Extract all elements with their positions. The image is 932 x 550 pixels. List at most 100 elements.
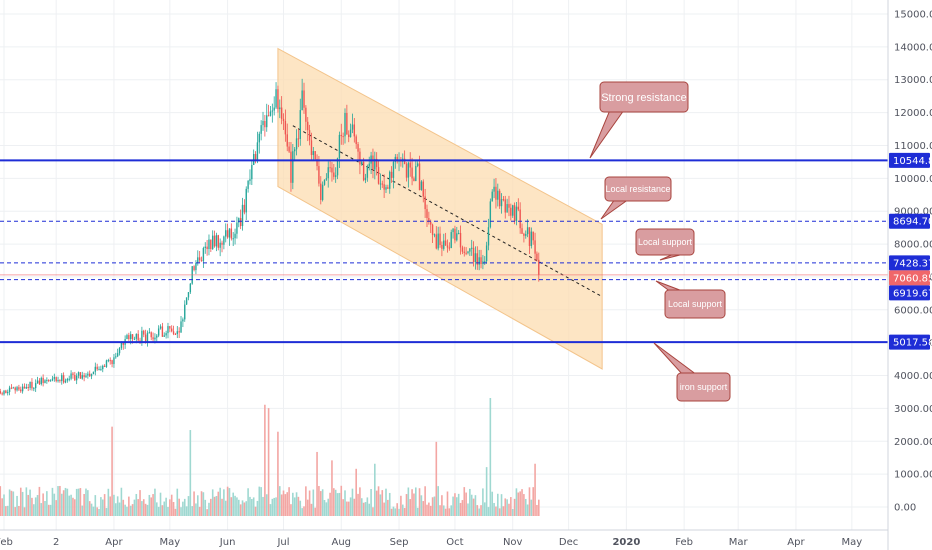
- volume-bar: [433, 496, 436, 516]
- callout-pointer: [589, 109, 625, 159]
- volume-bar: [19, 487, 22, 516]
- x-axis-background: [0, 530, 888, 550]
- volume-bar: [223, 489, 225, 516]
- volume-bar: [400, 495, 402, 516]
- candle-body: [457, 232, 460, 234]
- candle-body: [212, 235, 214, 250]
- volume-bar: [444, 508, 447, 516]
- candle-body: [292, 151, 294, 183]
- candle-body: [456, 233, 458, 241]
- candle-body: [318, 166, 320, 184]
- candle-body: [452, 228, 454, 233]
- volume-bar: [0, 486, 2, 516]
- candle-body: [66, 378, 69, 381]
- candle-body: [70, 373, 72, 379]
- candle-body: [44, 380, 46, 383]
- candle-body: [474, 253, 477, 263]
- candle-body: [139, 340, 141, 342]
- volume-bar: [429, 505, 432, 516]
- volume-bar: [377, 486, 380, 516]
- candle-body: [297, 138, 300, 140]
- volume-bar: [331, 460, 333, 516]
- candle-body: [407, 162, 410, 178]
- price-tag: 7060.85: [889, 270, 932, 286]
- volume-bar: [415, 487, 417, 516]
- candle-body: [62, 375, 65, 383]
- volume-bar: [195, 503, 197, 516]
- candle-body: [424, 196, 426, 210]
- candle-body: [241, 204, 244, 227]
- candle-body: [10, 387, 13, 389]
- candle-body: [469, 248, 471, 252]
- candle-body: [301, 90, 303, 111]
- callout-label: iron support: [680, 382, 728, 392]
- candle-body: [202, 248, 205, 262]
- volume-bar: [323, 500, 326, 516]
- volume-bar: [18, 505, 20, 516]
- candle-body: [372, 155, 374, 170]
- candle-body: [254, 154, 257, 162]
- volume-bar: [528, 487, 531, 516]
- volume-bar: [450, 505, 453, 516]
- candle-body: [280, 107, 283, 119]
- x-tick-label: May: [842, 537, 863, 548]
- volume-bar: [316, 451, 318, 516]
- candle-body: [135, 333, 138, 339]
- candle-body: [327, 167, 329, 179]
- candle-body: [517, 206, 519, 210]
- candle-body: [508, 204, 510, 208]
- volume-bar: [180, 507, 182, 516]
- candle-body: [68, 378, 70, 380]
- volume-bar: [495, 506, 497, 516]
- volume-bar: [493, 502, 495, 516]
- volume-bar: [228, 488, 231, 516]
- candle-body: [405, 163, 408, 178]
- volume-bar: [387, 499, 389, 516]
- volume-bar: [360, 498, 363, 516]
- candle-body: [340, 134, 342, 137]
- volume-bar: [148, 494, 151, 516]
- candle-body: [223, 236, 225, 245]
- candle-body: [143, 330, 145, 335]
- x-axis: Feb 2 Apr May Jun Jul Aug Sep Oct Nov Dec 2020 Feb Ma…: [0, 529, 917, 550]
- candle-body: [338, 134, 341, 159]
- volume-bar: [163, 501, 166, 516]
- volume-bar: [215, 495, 218, 516]
- volume-bar: [318, 486, 320, 516]
- volume-bar: [150, 497, 153, 516]
- candle-body: [187, 292, 190, 298]
- candle-body: [77, 372, 80, 376]
- candle-body: [38, 380, 41, 385]
- volume-bar: [115, 503, 117, 516]
- callout-box: [676, 372, 731, 402]
- volume-bar: [469, 488, 471, 516]
- candle-body: [172, 331, 175, 335]
- volume-bar: [137, 499, 139, 516]
- volume-bar: [83, 494, 85, 516]
- candle-body: [461, 247, 464, 252]
- volume-bar: [170, 494, 173, 516]
- candle-body: [471, 247, 473, 249]
- volume-bar: [204, 499, 207, 516]
- candle-body: [348, 134, 350, 138]
- candle-body: [310, 140, 313, 156]
- volume-bar: [87, 490, 89, 516]
- volume-bar: [144, 503, 147, 516]
- volume-bar: [10, 490, 13, 516]
- candle-body: [418, 163, 421, 191]
- volume-bar: [390, 508, 393, 516]
- candle-body: [506, 204, 508, 213]
- candle-body: [1, 393, 3, 395]
- candle-body: [225, 230, 227, 237]
- candle-body: [439, 233, 441, 245]
- volume-bar: [424, 486, 426, 516]
- candle-body: [459, 232, 462, 248]
- candle-body: [495, 186, 497, 200]
- candle-body: [413, 178, 415, 182]
- volume-bar: [187, 496, 190, 516]
- candle-body: [536, 253, 538, 260]
- candle-body: [308, 130, 311, 141]
- price-tag-label: 5017.58: [893, 338, 932, 349]
- volume-bar: [454, 493, 456, 516]
